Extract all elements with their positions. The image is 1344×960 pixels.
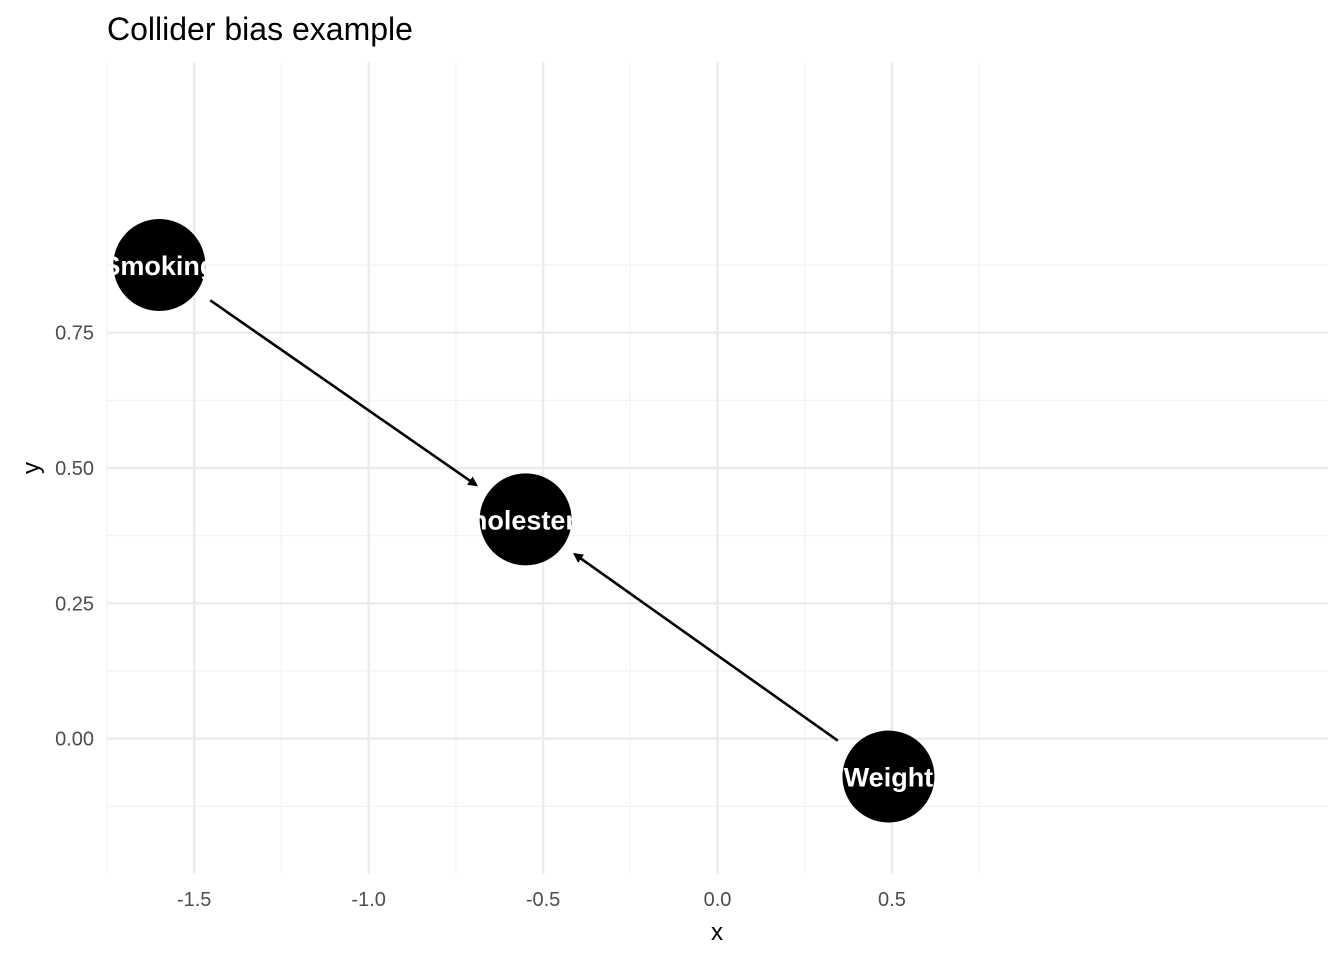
- node-label: Smoking: [102, 251, 216, 281]
- dag-nodes: Smoking Cholesterol Weight: [102, 219, 935, 823]
- x-tick-label: -1.0: [351, 889, 385, 911]
- node-label: Weight: [844, 763, 934, 793]
- chart-title: Collider bias example: [107, 11, 413, 47]
- node-circle: [842, 730, 935, 823]
- node-smoking: Smoking: [102, 219, 216, 311]
- node-label: Cholesterol: [451, 505, 600, 535]
- node-circle: [479, 473, 572, 566]
- edge-smoking-to-cholesterol: [209, 299, 478, 487]
- node-weight: Weight: [842, 730, 935, 823]
- x-axis-title: x: [711, 919, 723, 946]
- x-tick-label: 0.5: [878, 889, 906, 911]
- x-tick-label: 0.0: [704, 889, 732, 911]
- major-gridlines: [107, 62, 1328, 874]
- y-tick-label: 0.00: [55, 729, 94, 751]
- node-cholesterol: Cholesterol: [451, 473, 600, 566]
- x-tick-label: -1.5: [177, 889, 211, 911]
- node-circle: [113, 219, 206, 311]
- y-tick-label: 0.75: [55, 323, 94, 345]
- y-tick-label: 0.25: [55, 593, 94, 615]
- dag-edges: [209, 299, 839, 742]
- x-axis-ticks: -1.5 -1.0 -0.5 0.0 0.5: [177, 889, 906, 911]
- x-tick-label: -0.5: [526, 889, 560, 911]
- y-axis-title: y: [18, 462, 45, 474]
- y-axis-ticks: 0.00 0.25 0.50 0.75: [55, 323, 94, 751]
- edge-weight-to-cholesterol: [572, 552, 839, 742]
- y-tick-label: 0.50: [55, 458, 94, 480]
